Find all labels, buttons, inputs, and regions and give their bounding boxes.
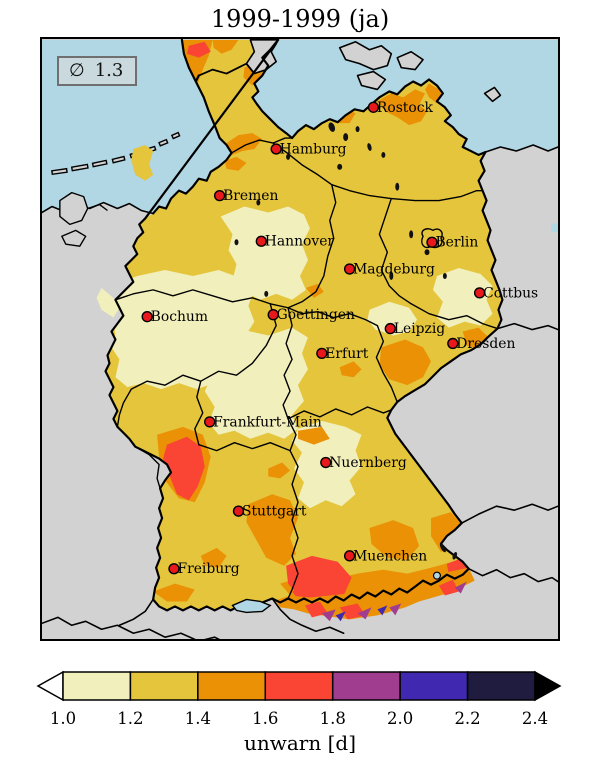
city-marker-dot [320,456,332,469]
colorbar-label: unwarn [d] [243,731,356,755]
city-label: Magdeburg [353,262,435,278]
contour-patches [111,39,493,604]
colorbar-tick-label: 1.4 [185,709,211,728]
colorbar-segment [129,671,199,701]
city-marker-dot [141,311,153,323]
city-marker-dot [426,236,438,248]
cities-layer: Rostock Hamburg Bremen Hannover BerlinMagdeb… [141,100,538,577]
colorbar-tick-label: 1.8 [320,709,346,728]
city-label: Frankfurt-Main [213,414,322,430]
map-canvas: Rostock Hamburg Bremen Hannover Berlin Magdeb… [40,37,560,641]
colorbar-segment [399,671,469,701]
netherlands-detail [59,191,108,247]
colorbar-tick-label: 1.2 [117,709,143,728]
neighbour-borders [42,322,558,639]
danish-border [198,62,256,77]
city-marker-dot [473,287,486,299]
city-marker-dot [343,550,356,562]
city-label: Rostock [377,100,434,116]
colorbar-segment [62,671,132,701]
page-title: 1999-1999 (ja) [210,5,390,33]
city-label: Freiburg [177,561,239,577]
city-label: Muenchen [353,548,427,564]
city-marker-dot [343,263,356,275]
city-marker-dot [267,309,279,321]
city-label: Goettingen [277,307,355,323]
city-marker-dot [255,235,267,247]
city-marker-dot [213,189,226,202]
city-label: Dresden [456,336,515,352]
city-label: Bremen [223,188,278,204]
city-label: Stuttgart [242,504,307,520]
mean-badge: ∅ 1.3 [57,56,138,86]
city-label: Erfurt [325,346,368,362]
city-marker-dot [316,347,328,360]
city-marker-dot [367,101,380,113]
city-label: Bochum [151,309,208,325]
field-spill-west [96,145,154,318]
city-label: Cottbus [483,285,538,301]
mean-symbol: ∅ [69,60,85,81]
city-marker-dot [232,505,245,517]
colorbar-tick-label: 2.2 [454,709,480,728]
city-label: Hamburg [280,141,347,157]
colorbar-segment [331,671,401,701]
colorbar-under-arrow [36,670,64,702]
colorbar-segment [197,671,267,701]
colorbar-segment [264,671,334,701]
city-label: Leipzig [394,321,445,337]
colorbar-tick-label: 2.4 [522,709,548,728]
city-label: Nuernberg [329,455,407,471]
city-marker-dot [384,322,396,335]
colorbar-segment [466,671,536,701]
germany-map: Rostock Hamburg Bremen Hannover BerlinMagdeb… [42,39,558,639]
colorbar-tick-label: 1.0 [50,709,76,728]
colorbar-tick-label: 2.0 [387,709,413,728]
colorbar-over-arrow [534,670,562,702]
city-marker-dot [447,337,459,350]
city-marker-dot [168,563,180,575]
city-marker-dot [204,416,216,428]
mean-value: 1.3 [94,60,124,81]
city-label: Hannover [265,234,335,250]
colorbar: 1.0 1.2 1.4 1.6 1.8 2.0 2.2 2.4 [36,670,562,728]
lakes [231,122,458,614]
state-borders [114,137,499,600]
colorbar-tick-label: 1.6 [252,709,278,728]
city-marker-dot [270,143,282,155]
city-label: Berlin [435,235,478,251]
